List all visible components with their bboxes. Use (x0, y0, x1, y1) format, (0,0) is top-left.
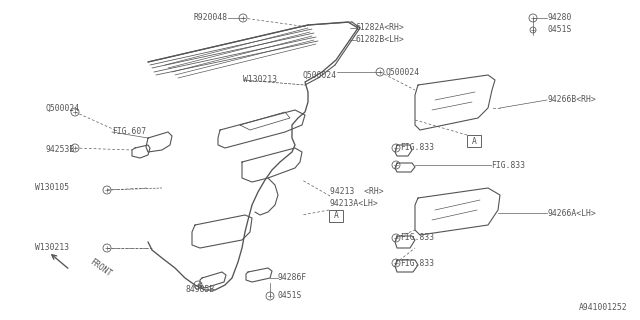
Text: 94286F: 94286F (278, 274, 307, 283)
Text: A941001252: A941001252 (579, 303, 628, 313)
Text: A: A (472, 137, 476, 146)
Text: 94213  <RH>: 94213 <RH> (330, 188, 383, 196)
Text: FIG.833: FIG.833 (400, 143, 434, 153)
Bar (467, 135, 481, 147)
Text: R920048: R920048 (194, 13, 228, 22)
Text: FIG.833: FIG.833 (400, 234, 434, 243)
Text: 94280: 94280 (547, 13, 572, 22)
Text: Q500024: Q500024 (46, 103, 80, 113)
Bar (329, 210, 343, 222)
Text: 94213A<LH>: 94213A<LH> (330, 198, 379, 207)
Text: 84985B: 84985B (185, 284, 214, 293)
Text: 61282B<LH>: 61282B<LH> (356, 36, 404, 44)
Text: Q500024: Q500024 (385, 68, 419, 76)
Text: W130213: W130213 (35, 244, 69, 252)
Text: 94266B<RH>: 94266B<RH> (547, 95, 596, 105)
Text: 0451S: 0451S (547, 26, 572, 35)
Text: FRONT: FRONT (88, 257, 113, 279)
Text: 94266A<LH>: 94266A<LH> (547, 209, 596, 218)
Text: FIG.607: FIG.607 (112, 127, 146, 137)
Text: 0451S: 0451S (278, 292, 302, 300)
Text: FIG.833: FIG.833 (491, 161, 525, 170)
Text: W130213: W130213 (243, 76, 277, 84)
Text: 94253B: 94253B (46, 146, 76, 155)
Text: Q500024: Q500024 (303, 70, 337, 79)
Text: FIG.833: FIG.833 (400, 259, 434, 268)
Text: W130105: W130105 (35, 183, 69, 193)
Text: 61282A<RH>: 61282A<RH> (356, 23, 404, 33)
Text: A: A (333, 212, 339, 220)
